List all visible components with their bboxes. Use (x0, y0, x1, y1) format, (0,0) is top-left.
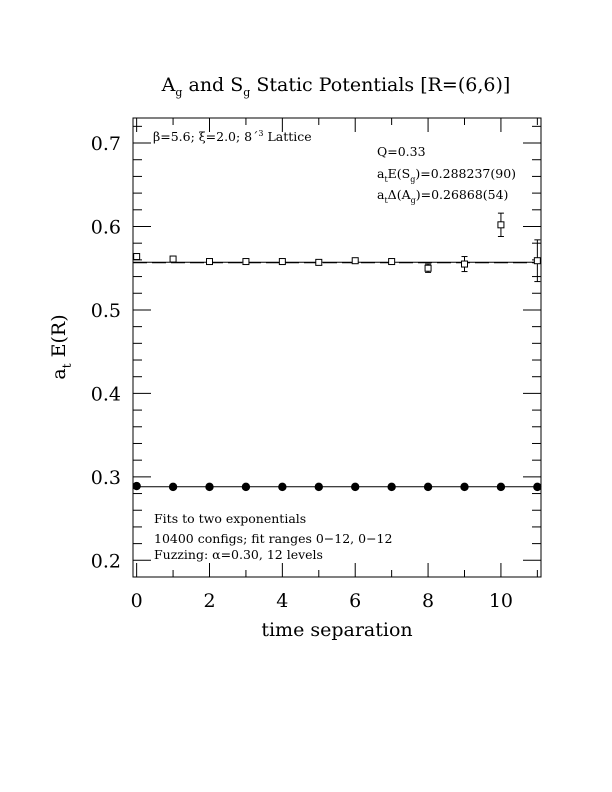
data-point-circle (205, 482, 214, 492)
x-tick-label: 8 (422, 590, 434, 612)
y-tick-label: 0.2 (91, 550, 121, 572)
x-tick-label: 2 (203, 590, 215, 612)
plot-frame (132, 117, 542, 578)
configs-annotation: 10400 configs; fit ranges 0−12, 0−12 (154, 531, 392, 546)
y-tick-label: 0.6 (91, 216, 121, 238)
data-point-circle (423, 482, 433, 492)
data-point-square (133, 253, 141, 261)
y-tick-label: 0.4 (91, 383, 121, 405)
fits-annotation: Fits to two exponentials (154, 511, 306, 526)
data-point-square (497, 221, 505, 229)
y-tick-label: 0.7 (91, 133, 121, 155)
data-point-square (461, 260, 468, 268)
data-point-circle (460, 482, 469, 492)
chart-title: Ag and Sg Static Potentials [R=(6,6)] (161, 74, 511, 99)
energy-annotation: atE(Sg)=0.288237(90) (377, 166, 516, 184)
axis-tick-labels: 0 2 4 6 8 10 0.2 0.3 0.4 0.5 0.6 0.7 (91, 133, 513, 612)
x-tick-label: 6 (349, 590, 361, 612)
data-point-square (278, 258, 286, 266)
y-axis-label: at E(R) (48, 314, 74, 379)
lattice-annotation: β=5.6; ξ=2.0; 8´3 Lattice (153, 129, 312, 144)
gap-annotation: atΔ(Ag)=0.26868(54) (377, 187, 508, 205)
data-point-circle (351, 482, 360, 492)
x-tick-label: 4 (276, 590, 288, 612)
x-axis-label: time separation (261, 619, 412, 641)
data-point-circle (314, 482, 323, 492)
data-point-square (315, 258, 323, 266)
data-point-square (388, 258, 396, 266)
data-point-circle (168, 482, 178, 492)
fuzzing-annotation: Fuzzing: α=0.30, 12 levels (154, 547, 323, 562)
x-tick-label: 10 (489, 590, 513, 612)
y-tick-label: 0.3 (91, 467, 121, 489)
data-point-square (169, 255, 177, 263)
data-point-circle (496, 482, 506, 492)
x-tick-label: 0 (131, 590, 143, 612)
data-point-circle (533, 482, 542, 492)
y-tick-label: 0.5 (91, 300, 121, 322)
fit-lines (133, 261, 541, 488)
data-point-square (533, 257, 541, 265)
data-point-circle (387, 482, 396, 492)
data-point-square (424, 264, 432, 272)
data-point-square (206, 258, 213, 266)
q-annotation: Q=0.33 (377, 144, 426, 159)
data-point-circle (278, 482, 287, 492)
data-points (132, 212, 542, 492)
data-point-circle (132, 481, 141, 491)
data-point-square (351, 257, 359, 265)
data-point-square (242, 258, 250, 266)
data-point-circle (241, 482, 251, 492)
axis-ticks (133, 118, 541, 577)
